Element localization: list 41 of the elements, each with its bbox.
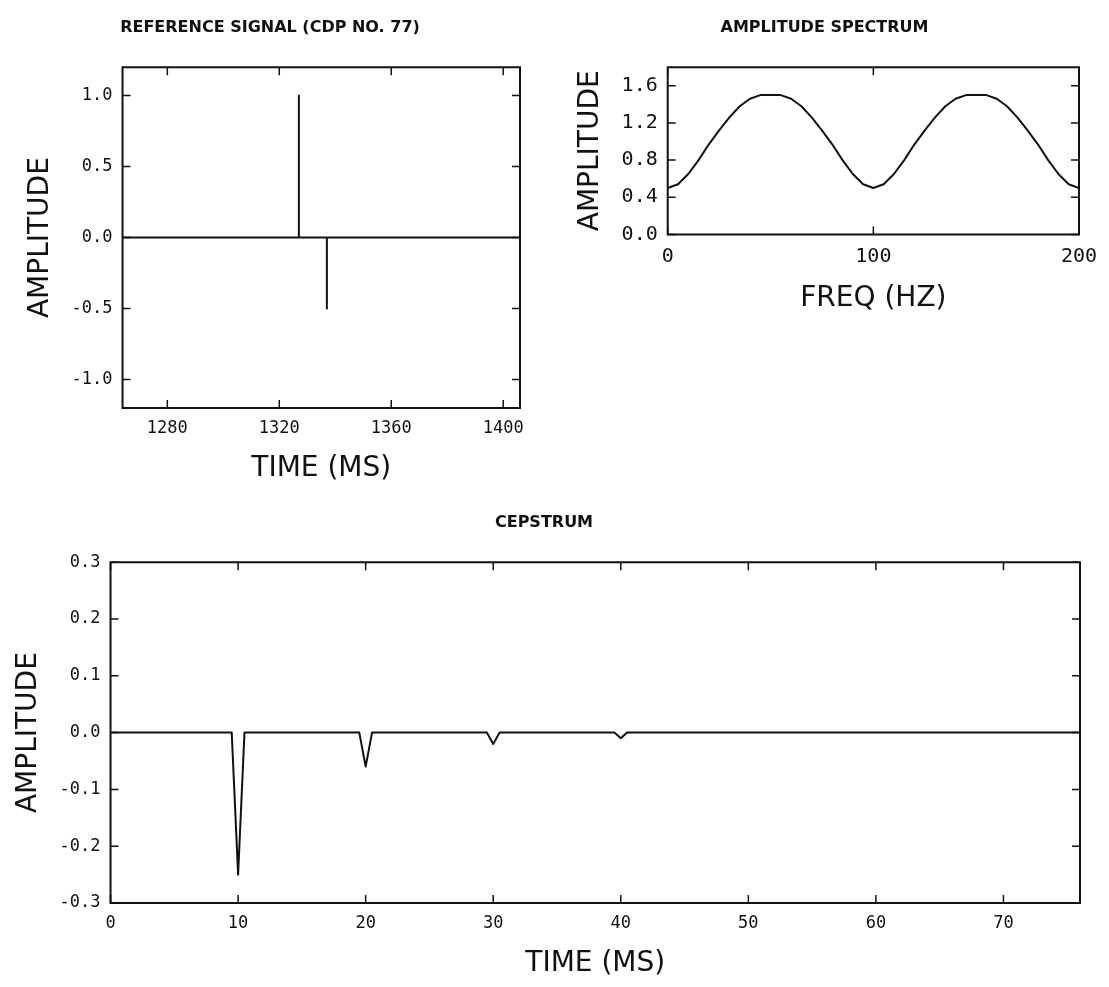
x-tick-label: 1360 [370,416,412,437]
chart-title: CEPSTRUM [494,511,594,531]
x-tick-label: 0 [661,242,674,267]
x-axis-title: FREQ (HZ) [800,280,947,314]
y-tick-label: 0.1 [69,664,101,685]
x-tick-label: 100 [855,242,892,267]
x-tick-label: 0 [105,911,116,932]
x-tick-label: 1320 [258,416,300,437]
y-tick-label: -0.1 [59,777,101,798]
x-tick-label: 1280 [146,416,188,437]
y-tick-label: 1.6 [621,71,658,96]
y-tick-label: -0.2 [59,834,101,855]
x-tick-label: 20 [355,911,376,932]
y-tick-label: 0.8 [621,146,658,171]
y-axis-title: AMPLITUDE [572,70,606,232]
y-tick-label: 0.0 [81,226,113,247]
x-tick-label: 40 [610,911,632,932]
y-tick-label: 0.3 [69,550,101,571]
x-axis-title: TIME (MS) [250,450,392,484]
y-tick-label: 0.0 [621,220,658,245]
y-tick-label: 1.2 [621,109,658,134]
x-tick-label: 50 [738,911,759,932]
y-tick-label: 0.2 [69,607,101,628]
y-tick-label: -1.0 [71,368,113,389]
x-tick-label: 200 [1060,242,1098,267]
x-tick-label: 10 [227,911,249,932]
y-tick-label: -0.5 [71,297,113,318]
y-axis-title: AMPLITUDE [22,157,56,319]
y-tick-label: 0.0 [69,721,101,742]
chart-title: AMPLITUDE SPECTRUM [720,16,929,36]
y-tick-label: 0.4 [621,183,658,208]
chart-title: REFERENCE SIGNAL (CDP NO. 77) [120,16,420,36]
y-tick-label: -0.3 [59,891,101,912]
x-tick-label: 60 [865,911,887,932]
y-tick-label: 0.5 [81,155,113,176]
x-tick-label: 1400 [482,416,524,437]
x-tick-label: 30 [482,911,504,932]
y-axis-title: AMPLITUDE [10,652,44,814]
x-tick-label: 70 [993,911,1014,932]
y-tick-label: 1.0 [81,84,113,105]
x-axis-title: TIME (MS) [524,945,666,979]
